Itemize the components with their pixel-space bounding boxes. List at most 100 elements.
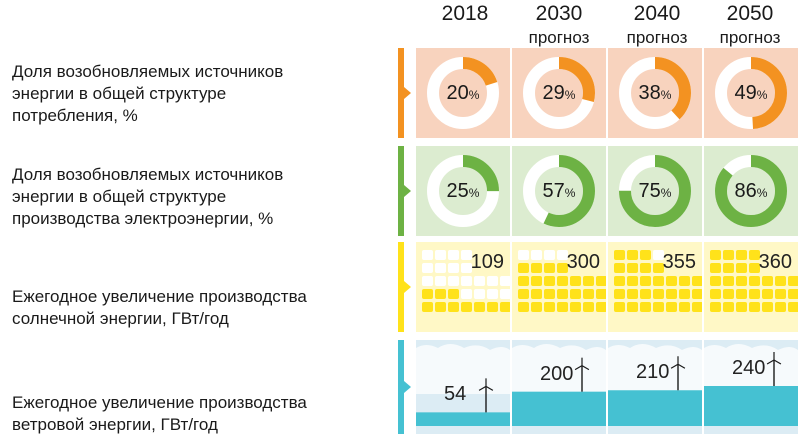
solar-cell-filled (788, 289, 798, 299)
chart-cell-2018: 25% (416, 146, 510, 236)
solar-cell-filled (679, 289, 690, 299)
solar-cell-filled (583, 302, 594, 312)
column-year: 2040 (633, 2, 681, 25)
solar-cell-filled (653, 302, 664, 312)
solar-cell-filled (557, 263, 568, 273)
donut-slice (715, 155, 787, 227)
chart-cell-2040: 38% (608, 48, 702, 138)
solar-value-label: 355 (662, 251, 696, 273)
solar-cell-filled (749, 289, 760, 299)
chart-cell-2040: 75% (608, 146, 702, 236)
solar-cell-filled (679, 302, 690, 312)
solar-cell-filled (448, 302, 459, 312)
chart-cell-2040: 355 (608, 242, 702, 332)
column-forecast-label: прогноз (528, 28, 590, 47)
donut-slice (427, 155, 499, 227)
chart-cell-2030: 29% (512, 48, 606, 138)
solar-cell-filled (544, 289, 555, 299)
row-label-line: Доля возобновляемых источников (12, 165, 284, 184)
row-label-consumption: Доля возобновляемых источников энергии в… (12, 61, 372, 127)
chart-cell-2050: 360 (704, 242, 798, 332)
solar-cell-filled (518, 289, 529, 299)
row-label-line: энергии в общей структуре (12, 84, 227, 103)
solar-cell-filled (736, 276, 747, 286)
solar-value-label: 360 (758, 251, 792, 273)
solar-cell-filled (500, 302, 510, 312)
solar-cell-filled (544, 302, 555, 312)
row-label-line: Ежегодное увеличение производства (12, 287, 307, 306)
row-accent-blue (398, 340, 404, 434)
solar-cell-filled (749, 250, 760, 260)
row-accent-yellow (398, 242, 404, 332)
solar-cell-filled (736, 250, 747, 260)
turbine-blade (677, 363, 686, 369)
solar-cell-filled (518, 263, 529, 273)
row-accent-green (398, 146, 404, 236)
solar-cell-filled (544, 263, 555, 273)
row-label-line: потребления, % (12, 106, 138, 125)
solar-cell-empty (435, 250, 446, 260)
solar-cell-filled (461, 302, 472, 312)
chart-cell-2050: 49% (704, 48, 798, 138)
donut-value-label: 25% (446, 180, 480, 202)
solar-cell-empty (448, 263, 459, 273)
solar-cell-filled (692, 289, 702, 299)
solar-cell-filled (435, 289, 446, 299)
solar-cell-filled (749, 263, 760, 273)
donut-slice (427, 57, 499, 129)
solar-cell-filled (692, 276, 702, 286)
donut-value-label: 49% (734, 82, 768, 104)
solar-cell-filled (557, 289, 568, 299)
solar-value-label: 109 (470, 251, 504, 273)
solar-cell-filled (596, 276, 606, 286)
chart-cell-2040: 210 (608, 340, 702, 434)
solar-cell-filled (518, 302, 529, 312)
solar-cell-empty (461, 276, 472, 286)
wind-value-label: 210 (636, 361, 670, 384)
column-forecast-label: прогноз (626, 28, 688, 47)
turbine-blade (581, 365, 590, 371)
turbine-blade (485, 385, 494, 391)
solar-cell-filled (723, 302, 734, 312)
solar-cell-empty (518, 250, 529, 260)
solar-cell-filled (640, 276, 651, 286)
solar-cell-filled (627, 289, 638, 299)
solar-cell-empty (474, 276, 485, 286)
row-label-wind: Ежегодное увеличение производства ветров… (12, 392, 372, 436)
row-label-line: Ежегодное увеличение производства (12, 393, 307, 412)
solar-cell-filled (422, 302, 433, 312)
solar-cell-filled (583, 289, 594, 299)
row-label-solar: Ежегодное увеличение производства солнеч… (12, 286, 372, 330)
solar-cell-filled (666, 276, 677, 286)
wind-bar (512, 391, 606, 426)
solar-cell-filled (531, 263, 542, 273)
column-header-2040: 2040 прогноз (610, 2, 704, 48)
solar-cell-filled (557, 276, 568, 286)
solar-cell-filled (474, 302, 485, 312)
solar-cell-filled (762, 302, 773, 312)
row-accent-orange (398, 48, 404, 138)
column-header-2050: 2050 прогноз (703, 2, 797, 48)
solar-cell-filled (570, 276, 581, 286)
solar-cell-filled (666, 302, 677, 312)
solar-cell-empty (557, 250, 568, 260)
solar-cell-filled (653, 276, 664, 286)
solar-cell-filled (570, 302, 581, 312)
wind-value-label: 200 (540, 362, 574, 385)
wind-value-label: 240 (732, 357, 766, 379)
column-forecast-label: прогноз (719, 28, 781, 47)
column-header-2030: 2030 прогноз (512, 2, 606, 48)
solar-cell-filled (518, 276, 529, 286)
solar-cell-empty (487, 289, 498, 299)
column-year: 2050 (726, 2, 774, 25)
solar-cell-filled (422, 289, 433, 299)
solar-cell-filled (762, 289, 773, 299)
solar-cell-filled (614, 250, 625, 260)
solar-cell-filled (544, 276, 555, 286)
row-label-line: производства электроэнергии, % (12, 209, 274, 228)
wind-bar (608, 390, 702, 426)
solar-cell-empty (474, 289, 485, 299)
solar-value-label: 300 (566, 251, 600, 273)
chart-cell-2018: 54 (416, 340, 510, 434)
solar-cell-filled (788, 302, 798, 312)
